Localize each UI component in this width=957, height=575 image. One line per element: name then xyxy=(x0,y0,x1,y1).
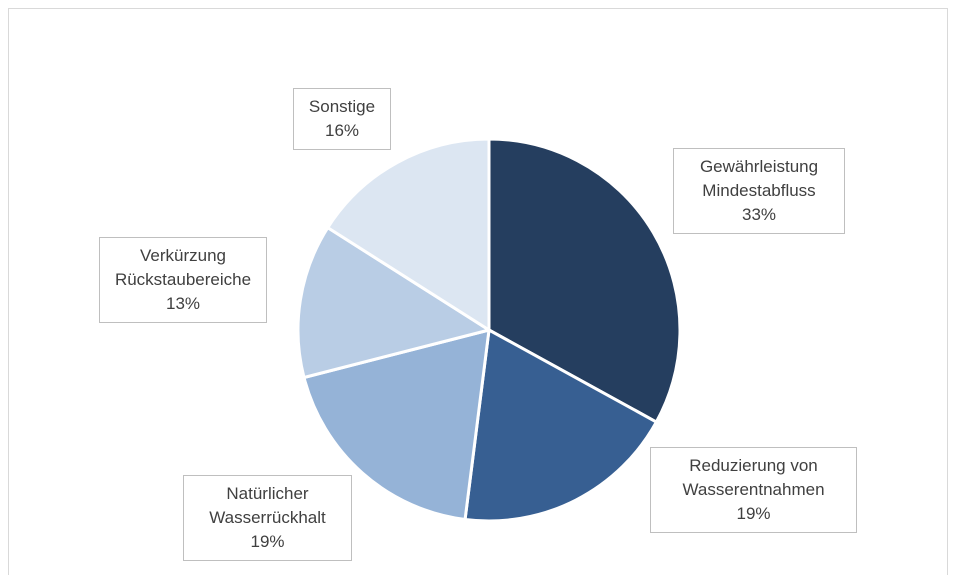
category-label: Natürlicher Wasserrückhalt xyxy=(209,484,326,527)
data-label: Verkürzung Rückstaubereiche 13% xyxy=(99,237,267,323)
chart-frame xyxy=(8,8,948,575)
data-label: Natürlicher Wasserrückhalt 19% xyxy=(183,475,352,561)
pie-slice xyxy=(326,137,491,332)
value-label: 19% xyxy=(250,532,285,551)
category-label: Reduzierung von Wasserentnahmen xyxy=(682,456,825,499)
value-label: 19% xyxy=(736,504,771,523)
category-label: Verkürzung Rückstaubereiche xyxy=(114,246,252,289)
category-label: Sonstige xyxy=(308,97,376,116)
value-label: 33% xyxy=(741,205,777,224)
value-label: 13% xyxy=(165,294,201,313)
pie-slice xyxy=(296,226,491,379)
pie-slice xyxy=(463,328,658,523)
data-label: Gewährleistung Mindestabfluss 33% xyxy=(673,148,845,234)
value-label: 16% xyxy=(324,121,360,140)
category-label: Gewährleistung Mindestabfluss xyxy=(699,157,819,200)
data-label: Sonstige 16% xyxy=(293,88,391,150)
pie-slice xyxy=(487,137,682,424)
pie-slice xyxy=(302,328,491,521)
data-label: Reduzierung von Wasserentnahmen 19% xyxy=(650,447,857,533)
